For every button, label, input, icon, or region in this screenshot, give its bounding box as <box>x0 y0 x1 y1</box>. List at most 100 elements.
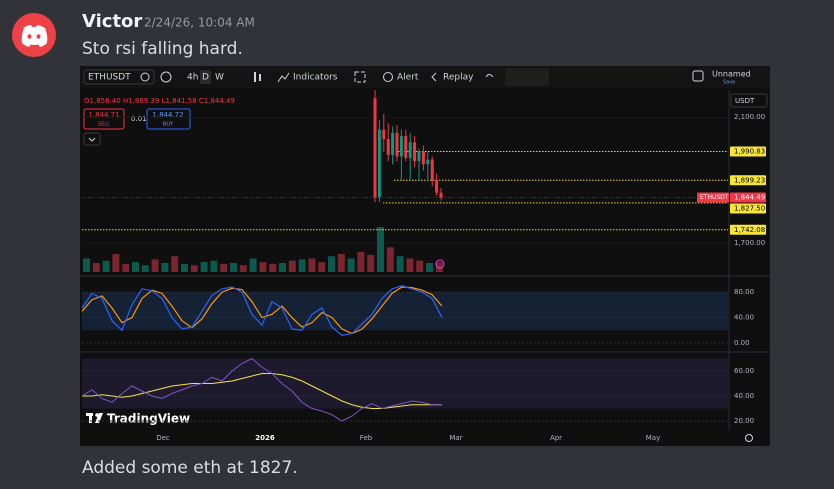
y-tick-label: 40.00 <box>734 314 754 322</box>
symbol-box[interactable] <box>83 69 155 85</box>
price-level-tag <box>730 224 766 235</box>
toolbar <box>80 66 770 88</box>
y-tick-label: 1,700.00 <box>734 239 765 247</box>
chart-image[interactable]: ETHUSDT 4h D W Indicators Alert Replay U… <box>80 66 770 446</box>
band <box>82 358 728 409</box>
avatar-eye <box>27 34 32 39</box>
candle-body <box>408 142 412 159</box>
buy-button[interactable] <box>146 108 191 130</box>
drawing-tool[interactable] <box>505 68 549 86</box>
k-line <box>81 285 443 337</box>
candle-body <box>426 159 430 165</box>
volume-bar <box>337 254 345 272</box>
chart-type-icon <box>259 74 261 81</box>
layout-icon[interactable] <box>354 71 366 83</box>
buy-price[interactable]: 1,844.72 <box>152 111 183 119</box>
volume-bar <box>210 260 218 272</box>
collapse-button[interactable] <box>83 132 101 146</box>
price-level-label: 1,990.83 <box>734 147 765 155</box>
replay-icon <box>431 72 437 82</box>
ohlc-legend: O1,856.40 H1,869.39 L1,841.58 C1,844.49 <box>84 97 235 105</box>
sell-button[interactable] <box>83 108 125 130</box>
volume-bar <box>92 263 100 272</box>
symbol-icon <box>140 72 150 82</box>
save-status[interactable]: Save <box>723 80 735 86</box>
price-level-label: 1,827.50 <box>734 205 765 213</box>
volume-bar <box>112 254 120 272</box>
symbol[interactable]: ETHUSDT <box>88 73 131 83</box>
volume-bar <box>347 258 355 272</box>
band <box>82 292 728 331</box>
chart-type-icon[interactable] <box>254 72 256 82</box>
avatar-eye <box>36 34 41 39</box>
volume-bar <box>102 260 110 272</box>
volume-bar <box>151 259 159 272</box>
volume-bar <box>357 251 365 272</box>
candle-body <box>386 139 390 155</box>
volume-bar <box>298 259 306 272</box>
volume-bar <box>171 256 179 272</box>
rsi-line <box>81 357 442 422</box>
undo-icon[interactable] <box>485 74 494 78</box>
brand-name: TradingView <box>107 412 190 426</box>
volume-bar <box>435 262 443 272</box>
sell-price[interactable]: 1,844.71 <box>88 111 119 119</box>
volume-bar <box>406 258 414 272</box>
volume-bar <box>83 258 90 272</box>
currency[interactable]: USDT <box>735 97 755 105</box>
x-tick-label: Mar <box>449 434 462 442</box>
volume-bar <box>308 258 316 272</box>
price-level-tag <box>730 175 766 186</box>
last-price-symbol-tag <box>697 192 729 203</box>
message-text: Sto rsi falling hard. <box>82 39 243 59</box>
chevron <box>88 137 96 142</box>
candle-body <box>382 129 386 140</box>
settings-icon[interactable] <box>745 434 753 442</box>
y-tick-label: 0.00 <box>734 339 750 347</box>
volume-bar <box>220 263 228 272</box>
d-line <box>81 286 443 335</box>
interval[interactable]: W <box>215 73 224 83</box>
interval[interactable]: 4h <box>187 73 198 83</box>
volume-bar <box>200 262 208 272</box>
candle-body <box>435 180 439 193</box>
author-name[interactable]: Victor <box>82 11 142 32</box>
y-tick-label: 60.00 <box>734 367 754 375</box>
sell-label[interactable]: SELL <box>98 122 110 128</box>
add-symbol-icon[interactable] <box>160 71 172 83</box>
message-text: Added some eth at 1827. <box>82 458 298 478</box>
quantity[interactable]: 0.01 <box>131 115 147 123</box>
replay-button[interactable]: Replay <box>443 73 474 83</box>
timestamp: 2/24/26, 10:04 AM <box>144 16 255 30</box>
last-price-label: 1,844.49 <box>734 194 765 202</box>
volume-bar <box>377 227 384 272</box>
volume-bar <box>161 263 169 272</box>
currency-box[interactable] <box>730 93 768 108</box>
candle-body <box>421 151 425 165</box>
indicators-button[interactable]: Indicators <box>293 73 338 83</box>
candle-body <box>373 98 377 198</box>
brand: TradingView <box>86 412 190 426</box>
y-tick-label: 20.00 <box>734 417 754 425</box>
alert-button[interactable]: Alert <box>397 73 419 83</box>
brand-logo <box>89 413 92 423</box>
interval[interactable]: D <box>202 73 209 83</box>
price-level-label: 1,899.23 <box>734 176 765 184</box>
avatar[interactable] <box>12 13 56 57</box>
candle-body <box>417 151 421 162</box>
candle-body <box>395 132 399 157</box>
layout-name[interactable]: Unnamed <box>712 70 751 79</box>
y-tick-label: 2,100.00 <box>734 113 765 121</box>
x-tick-label: Dec <box>156 434 170 442</box>
volume-bar <box>386 247 394 272</box>
volume-bar <box>269 263 277 272</box>
buy-label[interactable]: BUY <box>163 122 174 128</box>
candle-body <box>377 129 381 198</box>
volume-bar <box>132 262 139 272</box>
volume-bar <box>426 263 433 272</box>
candle-body <box>430 159 434 181</box>
x-tick-label: Feb <box>360 434 373 442</box>
avatar-logo <box>21 25 48 47</box>
layout-checkbox[interactable] <box>692 70 704 82</box>
